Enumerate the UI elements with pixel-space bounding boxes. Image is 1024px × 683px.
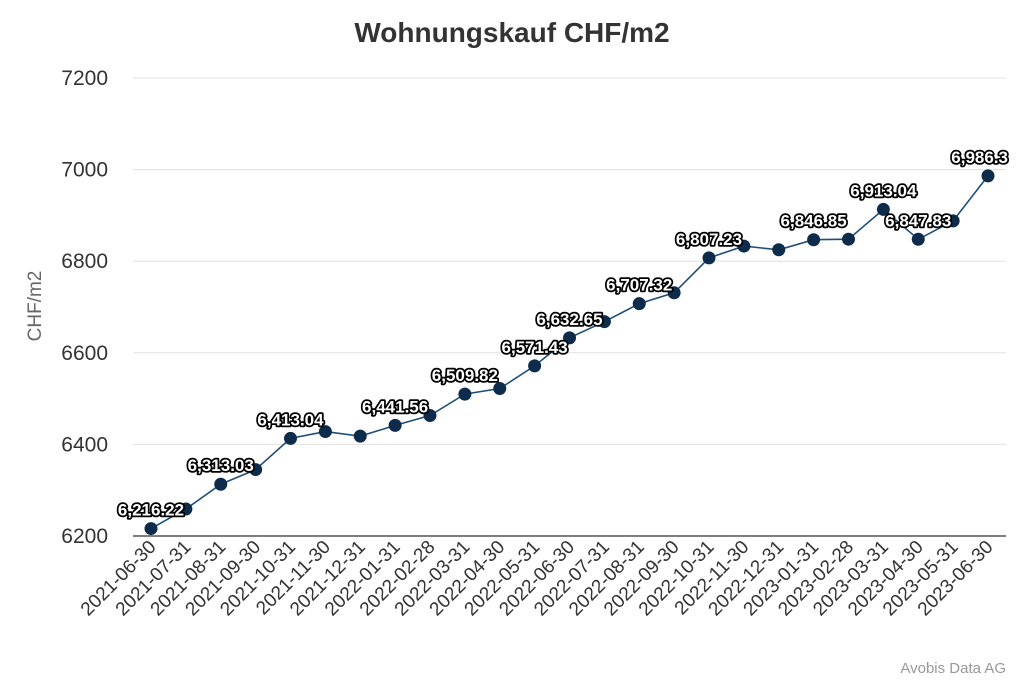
data-label: 6,913.04 — [850, 181, 917, 200]
chart-title: Wohnungskauf CHF/m2 — [354, 17, 669, 48]
data-point — [597, 315, 611, 329]
data-label: 6,216.22 — [118, 501, 184, 520]
data-label: 6,441.56 — [362, 397, 428, 416]
data-label: 6,413.04 — [257, 410, 324, 429]
data-point — [179, 502, 193, 516]
data-label: 6,807.23 — [676, 230, 742, 249]
data-point — [214, 477, 228, 491]
data-label: 6,707.32 — [606, 276, 672, 295]
data-point — [946, 214, 960, 228]
data-point — [493, 382, 507, 396]
data-point — [458, 387, 472, 401]
data-label: 6,847.83 — [885, 211, 951, 230]
data-point — [563, 331, 576, 345]
data-label: 6,632.65 — [536, 310, 602, 329]
data-point — [911, 232, 925, 246]
data-point — [528, 359, 542, 373]
data-label: 6,509.82 — [432, 366, 498, 385]
data-point — [981, 169, 995, 183]
data-label: 6,571.43 — [502, 338, 568, 357]
data-point — [737, 239, 751, 253]
data-label: 6,846.85 — [781, 212, 847, 231]
data-label: 6,986.3 — [951, 148, 1008, 167]
data-label: 6,313.03 — [188, 456, 254, 475]
data-point — [632, 297, 646, 311]
x-axis-ticks: 2021-06-302021-07-312021-08-312021-09-30… — [77, 537, 998, 621]
data-point — [353, 429, 367, 443]
y-axis-label: CHF/m2 — [25, 271, 46, 342]
y-tick-label: 6800 — [61, 250, 108, 273]
data-point — [702, 251, 716, 265]
y-tick-label: 7000 — [61, 159, 108, 182]
y-tick-label: 7200 — [61, 67, 108, 90]
data-point — [423, 409, 437, 423]
credit-text: Avobis Data AG — [900, 660, 1006, 677]
data-point — [667, 286, 681, 300]
data-point — [388, 418, 402, 432]
data-point — [144, 522, 158, 536]
data-point — [876, 202, 890, 216]
y-tick-label: 6600 — [61, 342, 108, 365]
data-point — [807, 233, 821, 247]
y-axis-ticks: 6200 6400 6600 6800 7000 7200 — [61, 67, 108, 548]
data-points — [144, 169, 995, 536]
y-tick-label: 6200 — [61, 525, 108, 548]
data-point — [318, 425, 332, 439]
data-point — [284, 431, 297, 445]
gridlines — [133, 77, 1006, 445]
y-tick-label: 6400 — [61, 433, 108, 456]
data-point — [842, 232, 855, 246]
data-point — [249, 463, 263, 477]
data-labels: 6,216.22 6,313.03 6,413.04 6,441.566,509.82… — [116, 146, 1010, 521]
series-line — [150, 175, 989, 530]
data-point — [772, 243, 786, 257]
